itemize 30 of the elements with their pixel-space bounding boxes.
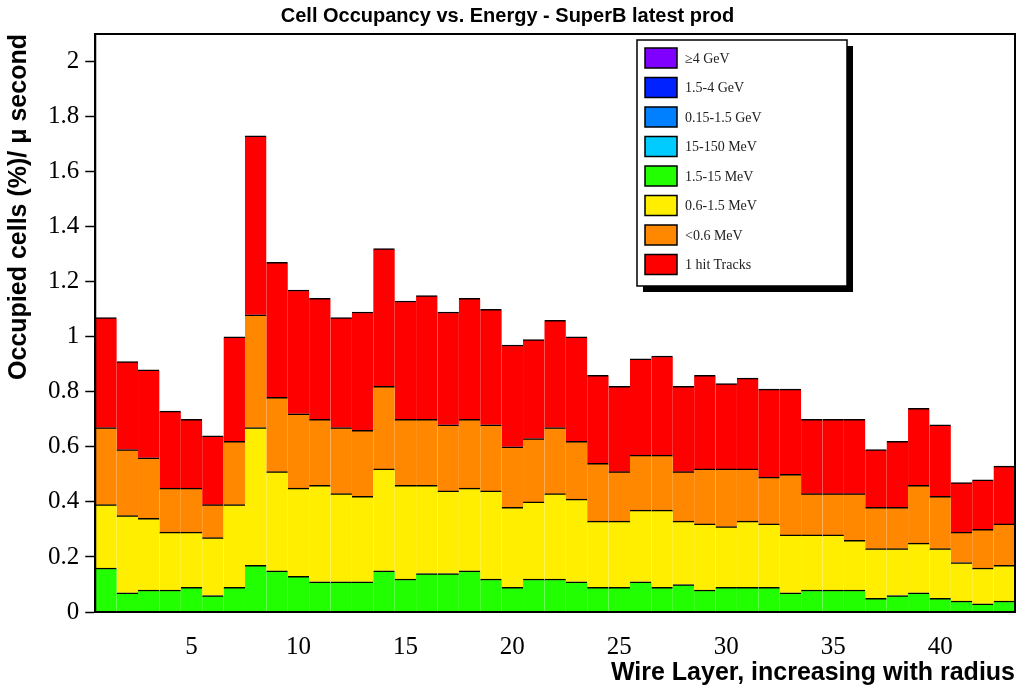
legend-label: 0.6-1.5 MeV <box>685 198 757 214</box>
x-tick-label: 10 <box>285 631 311 659</box>
y-tick-label: 0.4 <box>48 486 80 514</box>
y-tick-label: 1.6 <box>48 156 80 184</box>
x-tick-label: 5 <box>185 631 198 659</box>
y-tick-label: 1 <box>66 321 80 349</box>
y-tick-label: 1.2 <box>48 266 80 294</box>
y-tick-label: 2 <box>66 46 80 74</box>
y-tick-label: 0.6 <box>48 431 80 459</box>
x-tick-label: 40 <box>927 631 953 659</box>
x-tick-label: 20 <box>499 631 525 659</box>
legend-label: ≥4 GeV <box>685 50 730 66</box>
x-tick-label: 15 <box>392 631 418 659</box>
legend-label: 15-150 MeV <box>685 139 757 155</box>
y-tick-label: 0.8 <box>48 376 80 404</box>
legend-label: 1.5-4 GeV <box>685 80 745 96</box>
x-tick-label: 25 <box>606 631 632 659</box>
y-axis-title: Occupied cells (%)/ μ second <box>2 34 31 380</box>
x-axis-title: Wire Layer, increasing with radius <box>610 656 1015 685</box>
x-tick-label: 30 <box>713 631 739 659</box>
legend-label: 1 hit Tracks <box>685 257 752 273</box>
x-tick-label: 35 <box>820 631 846 659</box>
y-tick-label: 1.4 <box>48 211 80 239</box>
legend-label: 1.5-15 MeV <box>685 168 754 184</box>
y-tick-label: 0 <box>66 596 80 624</box>
legend-label: 0.15-1.5 GeV <box>685 109 762 125</box>
y-tick-label: 0.2 <box>48 541 80 569</box>
chart-title: Cell Occupancy vs. Energy - SuperB latest prod <box>280 3 735 26</box>
y-tick-label: 1.8 <box>48 101 80 129</box>
legend-label: <0.6 MeV <box>685 227 743 243</box>
